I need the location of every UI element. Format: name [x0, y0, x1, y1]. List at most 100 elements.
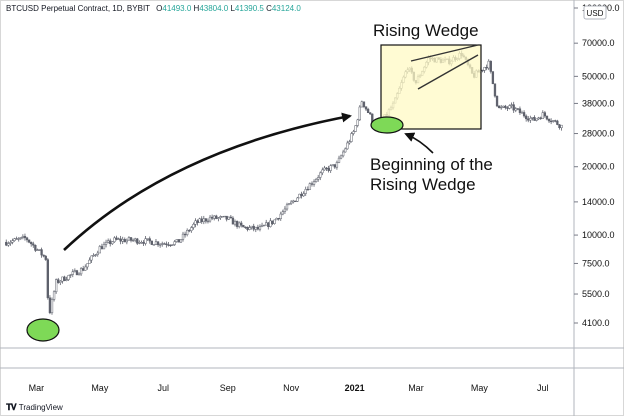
candle-body	[250, 225, 253, 228]
candle-body	[30, 242, 33, 245]
candle-body	[265, 222, 268, 226]
price-axis[interactable]: 100000.070000.050000.038000.028000.02000…	[574, 3, 620, 328]
time-tick-label: Jul	[157, 383, 169, 393]
candle-body	[238, 222, 241, 227]
candle-body	[136, 238, 139, 244]
candle-body	[508, 105, 511, 109]
candle-body	[500, 106, 503, 109]
candle-body	[537, 117, 540, 120]
price-tick-label: 38000.0	[582, 98, 615, 108]
time-axis[interactable]: Mar May Jul Sep Nov 2021 Mar May Jul	[29, 383, 549, 393]
currency-badge-label: USD	[587, 9, 604, 18]
tradingview-logo-icon: 𝐓𝐕	[6, 402, 17, 412]
tradingview-logo[interactable]: 𝐓𝐕 TradingView	[6, 402, 63, 413]
candle-body	[115, 237, 118, 240]
candle-body	[285, 204, 289, 210]
candle-body	[329, 165, 332, 171]
wedge-start-label-line2: Rising Wedge	[370, 175, 476, 194]
candle-body	[364, 106, 368, 110]
candle-body	[7, 243, 10, 246]
candle-body	[225, 215, 228, 220]
candle-body	[362, 101, 366, 107]
candle-body	[90, 255, 93, 261]
price-tick-label: 28000.0	[582, 129, 615, 139]
candle-body	[514, 108, 517, 111]
candle-body	[312, 181, 316, 185]
candle-body	[294, 200, 297, 203]
candle-body	[323, 167, 326, 171]
candle-body	[346, 142, 349, 150]
candle-body	[489, 60, 492, 72]
candle-body	[506, 107, 509, 109]
candle-body	[552, 120, 555, 122]
price-tick-label: 50000.0	[582, 71, 615, 81]
candle-body	[221, 216, 224, 218]
candle-body	[215, 215, 218, 219]
candle-body	[92, 254, 95, 257]
candle-body	[88, 259, 91, 264]
candle-body	[117, 238, 120, 240]
candle-body	[158, 244, 162, 246]
candle-body	[560, 124, 563, 128]
candle-body	[50, 299, 54, 314]
candle-body	[279, 213, 282, 219]
price-tick-label: 20000.0	[582, 162, 615, 172]
candle-body	[138, 242, 141, 244]
candle-body	[148, 238, 151, 242]
candle-body	[34, 244, 37, 251]
price-tick-label: 7500.0	[582, 258, 610, 268]
currency-badge[interactable]: USD	[583, 5, 607, 20]
wedge-highlight-box	[380, 44, 482, 130]
candle-body	[111, 241, 114, 245]
price-tick-label: 14000.0	[582, 197, 615, 207]
candle-body	[134, 238, 137, 241]
candle-body	[267, 222, 270, 227]
candle-body	[281, 211, 284, 215]
candle-body	[57, 279, 60, 283]
candle-body	[321, 169, 324, 174]
candle-body	[206, 220, 210, 223]
candle-body	[217, 217, 220, 219]
candle-body	[352, 131, 355, 134]
low-label: L	[230, 4, 235, 13]
candle-body	[67, 275, 70, 280]
candle-body	[248, 227, 251, 230]
candle-body	[131, 239, 135, 242]
candle-body	[350, 133, 353, 142]
trend-arrow	[63, 112, 352, 251]
candle-body	[529, 117, 532, 121]
candle-body	[260, 224, 264, 227]
candle-body	[504, 105, 507, 108]
candle-body	[306, 189, 309, 191]
candle-body	[156, 241, 160, 246]
candle-body	[296, 197, 299, 202]
candle-body	[23, 236, 27, 239]
candle-body	[545, 115, 549, 120]
candle-body	[271, 220, 274, 224]
time-tick-label: May	[91, 383, 109, 393]
wedge-lower-line	[417, 54, 479, 90]
candle-body	[42, 254, 45, 257]
candle-body	[493, 83, 497, 97]
candle-body	[547, 118, 551, 122]
time-tick-label: Mar	[29, 383, 45, 393]
candle-body	[223, 215, 226, 218]
candle-body	[144, 238, 147, 244]
candle-body	[522, 112, 526, 117]
candle-body	[82, 268, 85, 271]
candle-body	[173, 241, 176, 245]
candle-body	[127, 237, 131, 241]
candle-body	[146, 238, 149, 240]
candle-body	[152, 244, 156, 246]
candle-body	[485, 67, 488, 69]
price-tick-label: 5500.0	[582, 289, 610, 299]
candle-body	[119, 238, 122, 242]
candle-body	[38, 249, 41, 251]
wedge-title: Rising Wedge	[373, 21, 479, 40]
low-value: 41390.5	[234, 4, 264, 13]
candle-body	[333, 164, 336, 168]
candle-body	[194, 220, 197, 225]
candle-body	[481, 69, 484, 72]
